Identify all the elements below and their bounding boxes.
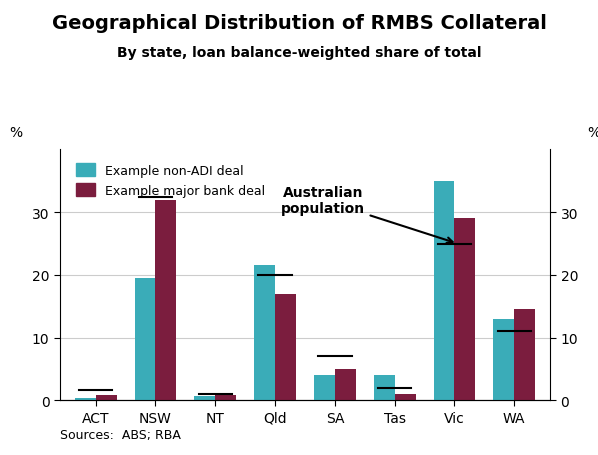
Bar [493, 319, 514, 400]
Bar [275, 294, 296, 400]
Bar [335, 369, 356, 400]
Bar [434, 182, 454, 400]
Bar [314, 375, 335, 400]
Bar [454, 219, 475, 400]
Bar [254, 266, 275, 400]
Text: %: % [9, 126, 22, 140]
Bar [514, 310, 535, 400]
Legend: Example non-ADI deal, Example major bank deal: Example non-ADI deal, Example major bank… [71, 159, 270, 202]
Bar [194, 396, 215, 400]
Text: Sources:  ABS; RBA: Sources: ABS; RBA [60, 428, 181, 441]
Text: Geographical Distribution of RMBS Collateral: Geographical Distribution of RMBS Collat… [51, 14, 547, 33]
Text: %: % [588, 126, 598, 140]
Text: Australian
population: Australian population [281, 186, 453, 243]
Text: By state, loan balance-weighted share of total: By state, loan balance-weighted share of… [117, 46, 481, 60]
Bar [155, 200, 176, 400]
Bar [75, 399, 96, 400]
Bar [96, 395, 117, 400]
Bar [215, 395, 236, 400]
Bar [395, 394, 416, 400]
Bar [135, 278, 155, 400]
Bar [374, 375, 395, 400]
